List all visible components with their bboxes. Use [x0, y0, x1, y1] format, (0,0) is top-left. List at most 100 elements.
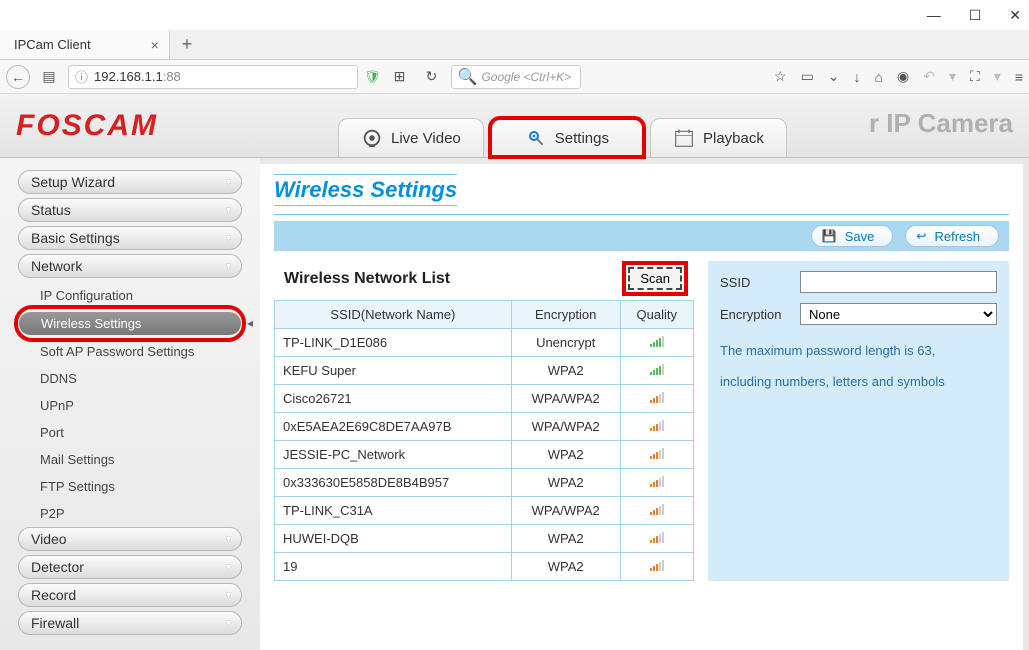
cell-ssid: 0x333630E5858DE8B4B957 — [275, 469, 512, 497]
sidebar-sub-port[interactable]: Port — [18, 419, 242, 446]
browser-tab[interactable]: IPCam Client × — [0, 30, 170, 59]
wireless-list-title: Wireless Network List — [284, 270, 450, 288]
gear-icon — [525, 127, 547, 149]
window-controls: — ☐ ✕ — [0, 0, 1029, 30]
tab-settings[interactable]: Settings — [490, 118, 644, 157]
app-header: FOSCAM Live Video Settings Playback r IP… — [0, 94, 1029, 158]
sidebar-sub-mail[interactable]: Mail Settings — [18, 446, 242, 473]
tab-title: IPCam Client — [14, 37, 91, 52]
tab-playback[interactable]: Playback — [650, 118, 787, 157]
dropdown2-icon[interactable]: ▾ — [994, 68, 1001, 85]
scan-button[interactable]: Scan — [628, 267, 682, 290]
star-icon[interactable]: ☆ — [774, 68, 787, 85]
sidebar-sub-ddns[interactable]: DDNS — [18, 365, 242, 392]
table-row[interactable]: 0x333630E5858DE8B4B957WPA2 — [275, 469, 694, 497]
bookmark-icon[interactable]: ▤ — [36, 64, 62, 90]
cell-ssid: KEFU Super — [275, 357, 512, 385]
site-info-icon[interactable]: ⓘ — [75, 67, 88, 86]
cell-enc: WPA2 — [511, 469, 620, 497]
sidebar-item-setup-wizard[interactable]: Setup Wizard — [18, 170, 242, 194]
sidebar-item-firewall[interactable]: Firewall — [18, 611, 242, 635]
tab-playback-label: Playback — [703, 130, 764, 147]
shield-icon[interactable]: 🛡 — [364, 69, 381, 85]
cell-ssid: 0xE5AEA2E69C8DE7AA97B — [275, 413, 512, 441]
table-row[interactable]: TP-LINK_C31AWPA/WPA2 — [275, 497, 694, 525]
camera-icon — [361, 127, 383, 149]
maximize-icon[interactable]: ☐ — [969, 7, 982, 24]
sidebar-sub-wireless[interactable]: Wireless Settings — [19, 312, 241, 335]
col-qual: Quality — [620, 301, 693, 329]
search-icon: 🔍 — [458, 67, 478, 87]
refresh-button[interactable]: ↩Refresh — [905, 225, 999, 247]
library-icon[interactable]: ▭ — [801, 68, 814, 85]
sidebar: Setup Wizard Status Basic Settings Netwo… — [0, 158, 260, 650]
sidebar-item-record[interactable]: Record — [18, 583, 242, 607]
wireless-form: SSID Encryption None The maximum passwor… — [708, 261, 1009, 581]
sidebar-sub-upnp[interactable]: UPnP — [18, 392, 242, 419]
table-row[interactable]: Cisco26721WPA/WPA2 — [275, 385, 694, 413]
sync-icon[interactable]: ◉ — [897, 68, 909, 85]
ssid-input[interactable] — [800, 271, 997, 293]
wireless-list: Wireless Network List Scan SSID(Network … — [274, 261, 694, 581]
cell-quality — [620, 525, 693, 553]
close-icon[interactable]: ✕ — [1009, 7, 1021, 24]
table-row[interactable]: HUWEI-DQBWPA2 — [275, 525, 694, 553]
table-row[interactable]: TP-LINK_D1E086Unencrypt — [275, 329, 694, 357]
minimize-icon[interactable]: — — [927, 7, 941, 23]
sidebar-item-detector[interactable]: Detector — [18, 555, 242, 579]
back-button[interactable]: ← — [6, 65, 30, 89]
qr-icon[interactable]: ⊞ — [387, 64, 413, 90]
sidebar-item-basic-settings[interactable]: Basic Settings — [18, 226, 242, 250]
logo: FOSCAM — [16, 109, 158, 143]
browser-nav-bar: ← ▤ ⓘ 192.168.1.1:88 🛡 ⊞ ↻ 🔍 Google <Ctr… — [0, 60, 1029, 94]
cell-enc: WPA/WPA2 — [511, 413, 620, 441]
url-bar[interactable]: ⓘ 192.168.1.1:88 — [68, 65, 358, 89]
signal-icon — [650, 559, 664, 571]
app-tabs: Live Video Settings Playback — [338, 118, 793, 157]
new-tab-button[interactable]: + — [170, 34, 205, 55]
tab-live-video[interactable]: Live Video — [338, 118, 484, 157]
sidebar-sub-ip-config[interactable]: IP Configuration — [18, 282, 242, 309]
table-row[interactable]: JESSIE-PC_NetworkWPA2 — [275, 441, 694, 469]
cell-ssid: JESSIE-PC_Network — [275, 441, 512, 469]
dropdown-icon[interactable]: ▾ — [949, 68, 956, 85]
cell-ssid: TP-LINK_C31A — [275, 497, 512, 525]
cell-quality — [620, 413, 693, 441]
cell-quality — [620, 469, 693, 497]
menu-icon[interactable]: ≡ — [1015, 69, 1023, 85]
resize-icon[interactable]: ⛶ — [970, 68, 980, 85]
cell-quality — [620, 497, 693, 525]
tab-live-label: Live Video — [391, 130, 461, 147]
sidebar-sub-softap[interactable]: Soft AP Password Settings — [18, 338, 242, 365]
home-icon[interactable]: ⌂ — [875, 69, 883, 85]
cell-enc: WPA2 — [511, 441, 620, 469]
table-row[interactable]: KEFU SuperWPA2 — [275, 357, 694, 385]
sidebar-sub-ftp[interactable]: FTP Settings — [18, 473, 242, 500]
encryption-select[interactable]: None — [800, 303, 997, 325]
cell-quality — [620, 553, 693, 581]
pocket-icon[interactable]: ⌄ — [828, 68, 840, 85]
cell-ssid: TP-LINK_D1E086 — [275, 329, 512, 357]
download-icon[interactable]: ↓ — [854, 69, 861, 85]
cell-quality — [620, 441, 693, 469]
cell-enc: Unencrypt — [511, 329, 620, 357]
sidebar-item-status[interactable]: Status — [18, 198, 242, 222]
search-bar[interactable]: 🔍 Google <Ctrl+K> — [451, 65, 581, 89]
sidebar-item-network[interactable]: Network — [18, 254, 242, 278]
refresh-icon: ↩ — [916, 229, 926, 243]
signal-icon — [650, 475, 664, 487]
undo-icon[interactable]: ↶ — [923, 68, 935, 85]
signal-icon — [650, 503, 664, 515]
table-row[interactable]: 19WPA2 — [275, 553, 694, 581]
signal-icon — [650, 531, 664, 543]
cell-quality — [620, 357, 693, 385]
sidebar-sub-p2p[interactable]: P2P — [18, 500, 242, 527]
sidebar-item-video[interactable]: Video — [18, 527, 242, 551]
save-button[interactable]: 💾Save — [811, 225, 894, 247]
reload-button[interactable]: ↻ — [419, 64, 445, 90]
tab-close-icon[interactable]: × — [151, 37, 159, 53]
signal-icon — [650, 335, 664, 347]
url-text: 192.168.1.1:88 — [94, 69, 351, 84]
table-row[interactable]: 0xE5AEA2E69C8DE7AA97BWPA/WPA2 — [275, 413, 694, 441]
signal-icon — [650, 363, 664, 375]
